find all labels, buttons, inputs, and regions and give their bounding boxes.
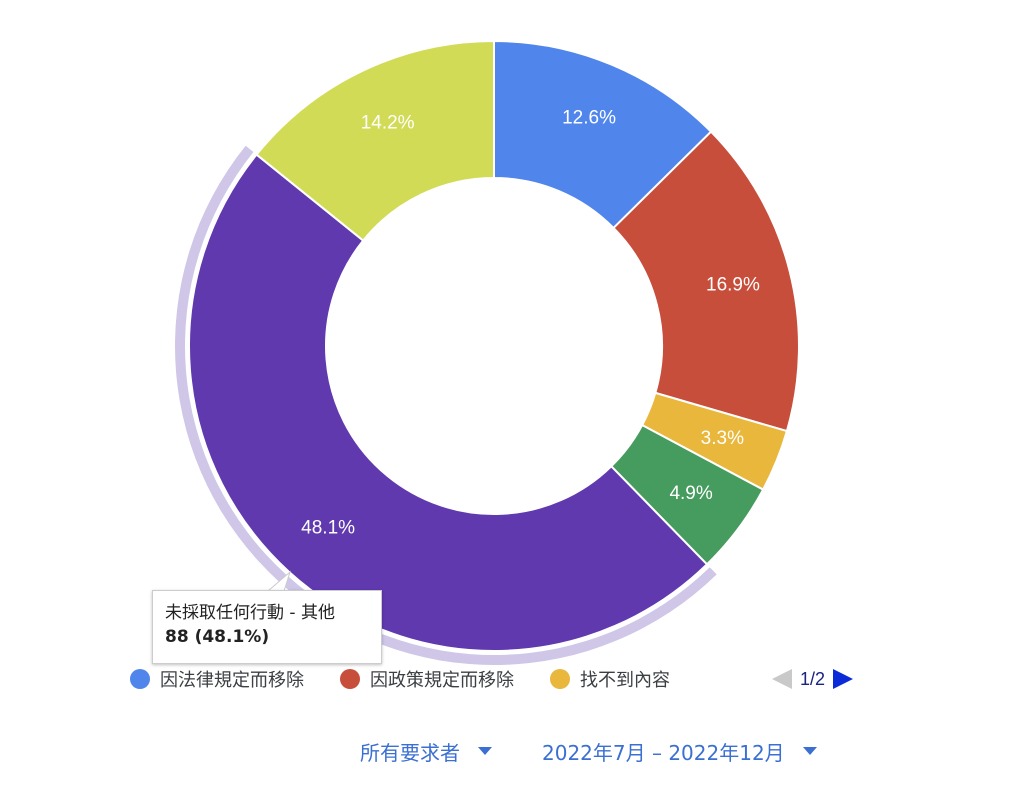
donut-slice[interactable]: [612, 130, 800, 433]
legend-label: 找不到內容: [580, 670, 670, 691]
legend-label: 因法律規定而移除: [160, 670, 304, 691]
slice-label: 16.9%: [706, 274, 760, 295]
donut-slice[interactable]: [188, 153, 709, 652]
slice-label: 48.1%: [301, 517, 355, 538]
requester-label: 所有要求者: [360, 740, 460, 765]
legend-dot: [550, 669, 570, 689]
date-range-dropdown[interactable]: 2022年7月 – 2022年12月: [542, 737, 817, 766]
legend-pager: 1/2: [772, 664, 854, 694]
slice-label: 14.2%: [361, 113, 415, 134]
pager-text: 1/2: [800, 668, 826, 689]
pager-prev-icon[interactable]: [772, 669, 792, 689]
slice-label: 12.6%: [562, 108, 616, 129]
legend-item-policy-removal[interactable]: 因政策規定而移除: [340, 666, 514, 692]
chevron-down-icon: [478, 747, 492, 755]
legend: 因法律規定而移除 因政策規定而移除 找不到內容: [130, 664, 870, 694]
slice-label: 3.3%: [701, 428, 744, 449]
slice-highlight-ring: [175, 145, 717, 665]
requester-dropdown[interactable]: 所有要求者: [360, 737, 492, 766]
legend-label: 因政策規定而移除: [370, 670, 514, 691]
chevron-down-icon: [802, 747, 817, 755]
legend-item-content-not-found[interactable]: 找不到內容: [550, 666, 670, 692]
filter-bar: 所有要求者 2022年7月 – 2022年12月: [360, 734, 817, 768]
legend-item-legal-removal[interactable]: 因法律規定而移除: [130, 666, 304, 692]
legend-dot: [340, 669, 360, 689]
pager-next-icon[interactable]: [833, 669, 854, 689]
tooltip-title: 未採取任何行動 - 其他: [165, 603, 335, 623]
donut-slice[interactable]: [255, 39, 495, 242]
slice-label: 4.9%: [669, 483, 712, 504]
tooltip-value: 88 (48.1%): [165, 627, 270, 647]
legend-dot: [130, 669, 150, 689]
tooltip: 未採取任何行動 - 其他 88 (48.1%): [152, 590, 382, 664]
date-range-label: 2022年7月 – 2022年12月: [542, 740, 785, 765]
